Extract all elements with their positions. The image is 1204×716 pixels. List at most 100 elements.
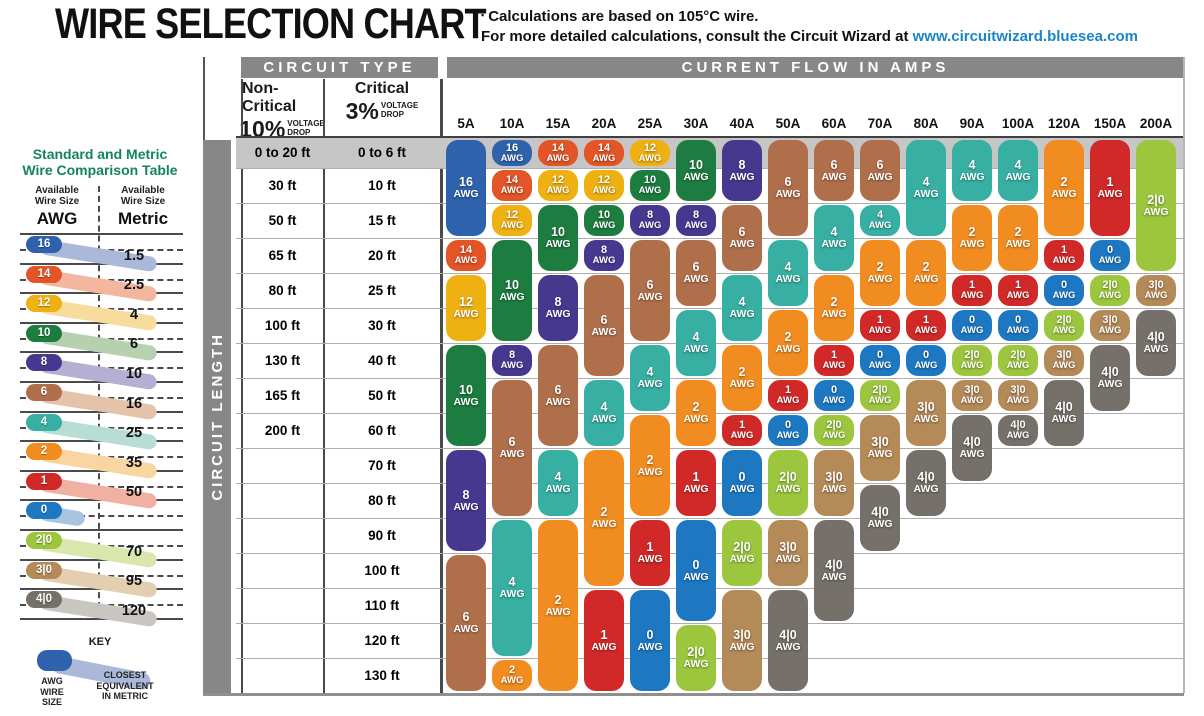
awg-unit: AWG — [453, 395, 479, 408]
cell-70A-0-awg: 0 AWG — [860, 345, 900, 376]
cell-50A-300-awg: 3|0 AWG — [768, 520, 808, 586]
awg-size: 4|0 — [963, 435, 981, 449]
cell-30A-200-awg: 2|0 AWG — [676, 625, 716, 691]
length-critical-8: 60 ft — [368, 423, 396, 438]
awg-size: 6 — [646, 277, 654, 292]
cell-70A-300-awg: 3|0 AWG — [860, 415, 900, 481]
awg-unit: AWG — [591, 640, 617, 653]
awg-unit: AWG — [729, 308, 755, 320]
amp-header-100A: 100A — [1001, 116, 1035, 131]
awg-size: 4 — [738, 295, 746, 309]
amp-header-25A: 25A — [637, 116, 663, 131]
comparison-awg-pill-400: 4|0 — [26, 591, 62, 609]
awg-size: 3|0 — [917, 400, 935, 414]
awg-unit: AWG — [683, 483, 709, 495]
cell-30A-10-awg: 10 AWG — [676, 140, 716, 201]
awg-size: 0 — [646, 627, 654, 642]
row-gridline-7 — [236, 378, 1184, 379]
cell-80A-4-awg: 4 AWG — [906, 140, 946, 236]
awg-unit: AWG — [868, 325, 892, 336]
current-flow-header-bar: CURRENT FLOW IN AMPS — [447, 57, 1184, 78]
length-columns-left-border — [241, 79, 243, 693]
awg-unit: AWG — [545, 483, 571, 495]
cell-200A-300-awg: 3|0 AWG — [1136, 275, 1176, 306]
awg-unit: AWG — [637, 640, 663, 653]
cell-80A-0-awg: 0 AWG — [906, 345, 946, 376]
awg-unit: AWG — [775, 640, 801, 653]
awg-size: 4 — [508, 575, 516, 589]
row-gridline-14 — [236, 623, 1184, 624]
comparison-awg-pill-300: 3|0 — [26, 561, 62, 579]
awg-unit: AWG — [1144, 290, 1168, 301]
awg-size: 1 — [692, 470, 700, 484]
awg-size: 8 — [646, 209, 654, 221]
cell-80A-1-awg: 1 AWG — [906, 310, 946, 341]
cell-150A-200-awg: 2|0 AWG — [1090, 275, 1130, 306]
awg-unit: AWG — [868, 220, 892, 231]
awg-size: 2 — [968, 225, 976, 239]
comparison-awg-pill-6: 6 — [26, 384, 62, 401]
length-critical-4: 25 ft — [368, 283, 396, 298]
cell-200A-400-awg: 4|0 AWG — [1136, 310, 1176, 376]
awg-unit: AWG — [638, 152, 662, 164]
comparison-metric-120: 120 — [121, 602, 147, 619]
comparison-awg-pill-10: 10 — [26, 324, 62, 342]
awg-size: 1 — [646, 540, 654, 554]
awg-unit: AWG — [1052, 290, 1076, 301]
length-noncritical-4: 80 ft — [268, 283, 297, 298]
awg-unit: AWG — [499, 448, 525, 460]
row-gridline-11 — [236, 518, 1184, 519]
grid-left-border — [440, 79, 443, 693]
awg-size: 2 — [554, 592, 562, 607]
comparison-awg-pill-2: 2 — [26, 443, 62, 461]
awg-size: 0 — [830, 384, 838, 396]
comparison-metric-70: 70 — [125, 543, 143, 560]
awg-unit: AWG — [545, 395, 571, 408]
amp-header-60A: 60A — [821, 116, 847, 131]
circuit-wizard-link[interactable]: www.circuitwizard.bluesea.com — [912, 28, 1138, 45]
cell-60A-2-awg: 2 AWG — [814, 275, 854, 341]
comparison-title-line2: Wire Comparison Table — [22, 162, 178, 178]
amp-header-70A: 70A — [867, 116, 893, 131]
length-critical-3: 20 ft — [368, 248, 396, 263]
cell-90A-2-awg: 2 AWG — [952, 205, 992, 271]
awg-size: 2|0 — [779, 470, 797, 484]
awg-unit: AWG — [1051, 188, 1077, 200]
length-noncritical-12 — [243, 553, 322, 588]
awg-unit: AWG — [684, 220, 708, 231]
awg-size: 1 — [830, 349, 838, 361]
cell-10A-10-awg: 10 AWG — [492, 240, 532, 341]
amp-header-30A: 30A — [683, 116, 709, 131]
cell-40A-1-awg: 1 AWG — [722, 415, 762, 446]
cell-40A-300-awg: 3|0 AWG — [722, 590, 762, 691]
awg-size: 16 — [505, 141, 519, 154]
awg-size: 2 — [646, 452, 654, 467]
cell-25A-8-awg: 8 AWG — [630, 205, 670, 236]
noncritical-column-header: Non-Critical 10% VOLTAGE DROP — [239, 80, 325, 142]
awg-unit: AWG — [960, 360, 984, 371]
cell-150A-300-awg: 3|0 AWG — [1090, 310, 1130, 341]
awg-size: 16 — [459, 175, 473, 189]
cell-80A-400-awg: 4|0 AWG — [906, 450, 946, 516]
awg-size: 0 — [784, 419, 792, 431]
awg-unit: AWG — [729, 640, 755, 653]
awg-unit: AWG — [592, 185, 616, 196]
key-label-closest-equivalent: CLOSEST EQUIVALENT IN METRIC — [96, 670, 154, 701]
awg-unit: AWG — [500, 360, 524, 371]
cell-30A-1-awg: 1 AWG — [676, 450, 716, 516]
awg-size: 6 — [784, 175, 792, 189]
awg-size: 10 — [459, 382, 473, 397]
cell-150A-400-awg: 4|0 AWG — [1090, 345, 1130, 411]
cell-5A-6-awg: 6 AWG — [446, 555, 486, 691]
awg-size: 2|0 — [1147, 192, 1165, 207]
cell-70A-400-awg: 4|0 AWG — [860, 485, 900, 551]
length-noncritical-11 — [243, 518, 322, 553]
awg-size: 8 — [738, 157, 746, 172]
cell-50A-6-awg: 6 AWG — [768, 140, 808, 236]
cell-20A-14-awg: 14 AWG — [584, 140, 624, 166]
length-noncritical-3: 65 ft — [268, 248, 297, 263]
awg-size: 0 — [1106, 244, 1114, 256]
cell-100A-0-awg: 0 AWG — [998, 310, 1038, 341]
awg-size: 4|0 — [825, 557, 843, 572]
awg-size: 3|0 — [1056, 349, 1072, 361]
